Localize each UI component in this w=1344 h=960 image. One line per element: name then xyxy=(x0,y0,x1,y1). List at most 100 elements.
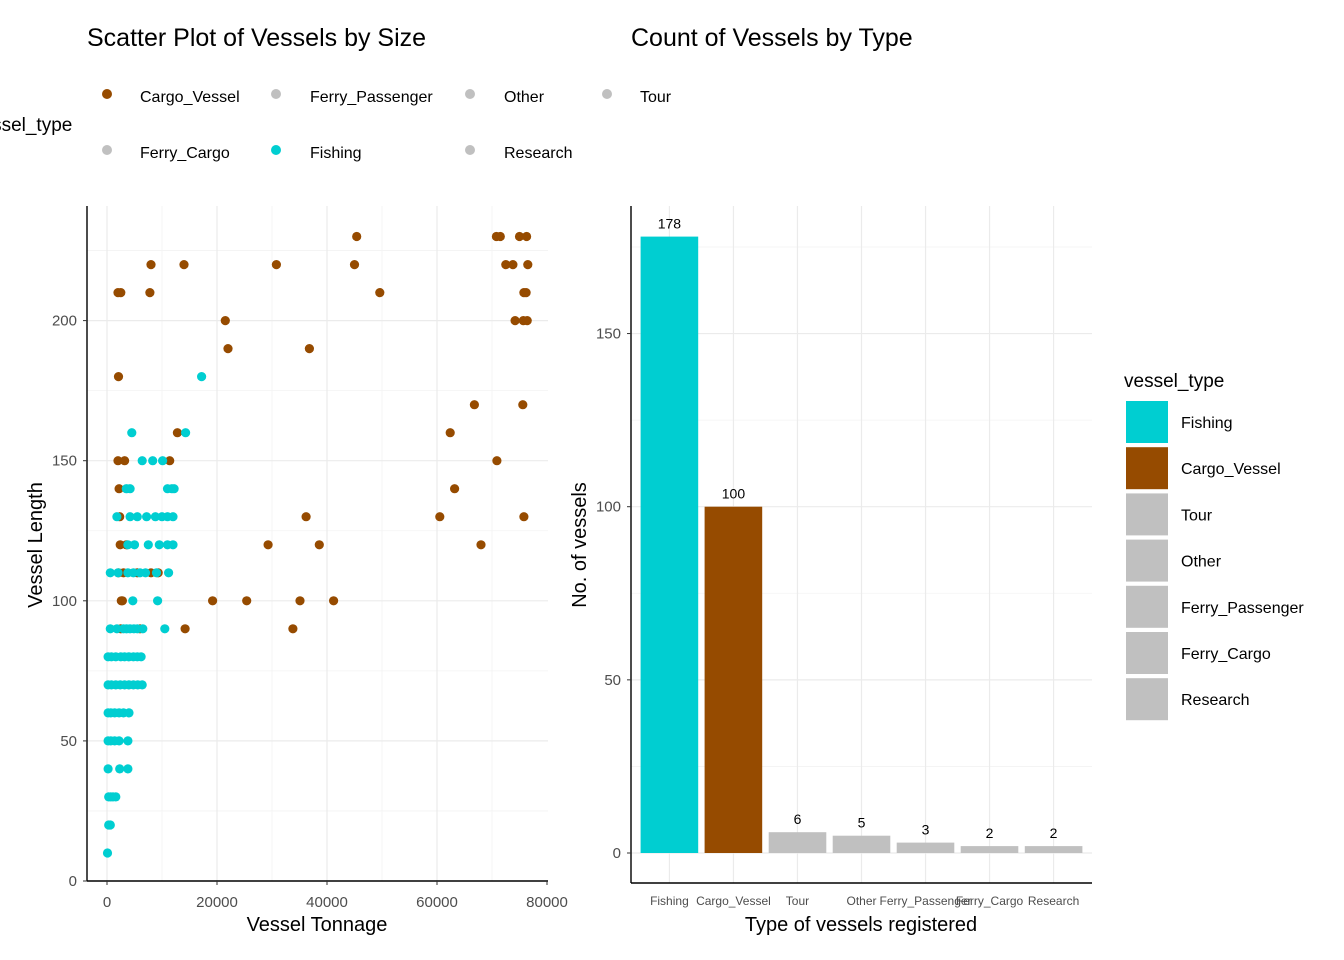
scatter-point-cargo-vessel xyxy=(146,260,156,270)
scatter-y-tick-label: 150 xyxy=(52,453,77,470)
scatter-point-fishing xyxy=(115,764,125,774)
scatter-point-cargo-vessel xyxy=(304,344,314,354)
scatter-point-fishing xyxy=(112,624,122,634)
scatter-point-cargo-vessel xyxy=(508,260,518,270)
scatter-point-cargo-vessel xyxy=(435,512,445,522)
scatter-point-fishing xyxy=(114,736,124,746)
bar-fishing xyxy=(640,236,699,854)
scatter-x-tick-label: 60000 xyxy=(416,894,458,911)
bar-legend-key-cargo-vessel xyxy=(1126,447,1168,490)
scatter-point-cargo-vessel xyxy=(242,596,252,606)
bar-gridlines xyxy=(631,206,1092,883)
scatter-point-cargo-vessel xyxy=(271,260,281,270)
bar-axes: Fishing Cargo_Vessel Tour Other Ferry_Passen… xyxy=(596,206,1092,908)
scatter-point-fishing xyxy=(128,568,138,578)
bar-legend-label-other: Other xyxy=(1181,554,1222,571)
legend-label-fishing: Fishing xyxy=(310,145,362,162)
legend-label-cargo-vessel: Cargo_Vessel xyxy=(140,89,240,106)
legend-label-tour: Tour xyxy=(640,89,672,106)
bar-y-tick-label: 150 xyxy=(596,326,621,343)
scatter-point-cargo-vessel xyxy=(519,512,529,522)
legend-key-cargo-vessel xyxy=(102,89,112,99)
scatter-point-fishing xyxy=(105,568,115,578)
bar-legend-key-ferry-passenger xyxy=(1126,585,1168,628)
scatter-point-cargo-vessel xyxy=(329,596,339,606)
bar-bars: 178 100 6 5 3 2 2 xyxy=(640,216,1083,854)
scatter-point-cargo-vessel xyxy=(172,428,182,438)
bar-value-label-ferry-cargo: 2 xyxy=(986,825,994,841)
scatter-point-fishing xyxy=(123,764,133,774)
scatter-point-fishing xyxy=(181,428,191,438)
legend-key-fishing xyxy=(271,145,281,155)
bar-legend-title: vessel_type xyxy=(1124,371,1224,392)
legend-key-tour xyxy=(602,89,612,99)
scatter-point-cargo-vessel xyxy=(113,456,123,466)
scatter-point-cargo-vessel xyxy=(476,540,486,550)
scatter-point-fishing xyxy=(153,596,163,606)
bar-x-tick-label-cargo-vessel: Cargo_Vessel xyxy=(696,894,771,908)
bar-ferry-cargo xyxy=(960,846,1019,853)
scatter-point-fishing xyxy=(128,596,138,606)
bar-x-tick-label-ferry-passenger: Ferry_Passenger xyxy=(880,894,972,908)
bar-x-tick-label-other: Other xyxy=(846,894,876,908)
scatter-point-fishing xyxy=(142,512,152,522)
bar-legend-label-ferry-cargo: Ferry_Cargo xyxy=(1181,646,1271,663)
bar-y-tick-label: 50 xyxy=(604,672,621,689)
scatter-point-cargo-vessel xyxy=(522,231,532,242)
scatter-point-cargo-vessel xyxy=(522,316,532,326)
scatter-point-cargo-vessel xyxy=(510,316,520,326)
scatter-point-fishing xyxy=(137,456,147,466)
scatter-point-fishing xyxy=(113,568,123,578)
scatter-point-cargo-vessel xyxy=(113,372,124,382)
bar-value-label-fishing: 178 xyxy=(658,216,682,232)
scatter-point-fishing xyxy=(137,680,147,690)
scatter-point-cargo-vessel xyxy=(145,288,155,298)
scatter-point-fishing xyxy=(168,512,178,522)
scatter-point-cargo-vessel xyxy=(492,456,502,466)
scatter-point-fishing xyxy=(123,736,133,746)
scatter-point-cargo-vessel xyxy=(301,512,311,522)
scatter-point-fishing xyxy=(164,568,174,578)
scatter-point-cargo-vessel xyxy=(495,231,505,242)
legend-key-ferry-cargo xyxy=(102,145,112,155)
scatter-axes: 0 20000 40000 60000 80000 0 50 100 150 200 xyxy=(52,206,568,911)
scatter-x-tick-label: 20000 xyxy=(196,894,238,911)
bar-y-tick-label: 0 xyxy=(613,845,621,862)
scatter-point-cargo-vessel xyxy=(295,596,305,606)
legend-label-other: Other xyxy=(504,89,545,106)
bar-legend-key-fishing xyxy=(1126,401,1168,443)
scatter-point-fishing xyxy=(124,708,134,718)
scatter-point-cargo-vessel xyxy=(349,260,360,270)
scatter-point-fishing xyxy=(105,624,115,634)
scatter-y-tick-label: 100 xyxy=(52,593,77,610)
scatter-legend: vessel_type Cargo_Vessel Ferry_Passenger… xyxy=(0,89,672,162)
bar-tour xyxy=(768,832,827,853)
scatter-point-fishing xyxy=(136,652,146,662)
scatter-point-cargo-vessel xyxy=(120,456,130,466)
scatter-point-cargo-vessel xyxy=(375,288,385,298)
scatter-x-axis-label: Vessel Tonnage xyxy=(247,914,388,936)
bar-value-label-tour: 6 xyxy=(794,811,802,827)
scatter-point-fishing xyxy=(150,512,160,522)
legend-key-ferry-passenger xyxy=(271,89,281,99)
scatter-point-cargo-vessel xyxy=(116,288,126,298)
scatter-point-fishing xyxy=(197,372,207,382)
scatter-point-fishing xyxy=(111,792,121,802)
bar-value-label-research: 2 xyxy=(1050,825,1058,841)
scatter-point-cargo-vessel xyxy=(352,231,362,242)
scatter-point-fishing xyxy=(112,512,122,522)
scatter-x-tick-label: 40000 xyxy=(306,894,348,911)
bar-other xyxy=(832,835,891,853)
bar-x-tick-label-ferry-cargo: Ferry_Cargo xyxy=(956,894,1024,908)
bar-title: Count of Vessels by Type xyxy=(631,24,913,52)
scatter-point-fishing xyxy=(125,512,135,522)
bar-research xyxy=(1024,846,1083,853)
bar-y-tick-label: 100 xyxy=(596,499,621,516)
bar-legend-key-research xyxy=(1126,678,1168,721)
scatter-point-fishing xyxy=(169,484,179,494)
scatter-points xyxy=(102,231,533,858)
bar-value-label-ferry-passenger: 3 xyxy=(922,822,930,838)
scatter-point-cargo-vessel xyxy=(521,288,531,298)
scatter-point-fishing xyxy=(140,568,151,578)
